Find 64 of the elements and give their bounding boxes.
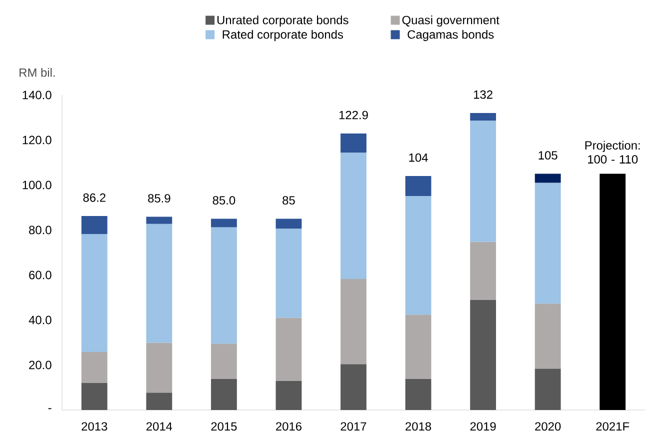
y-axis-title: RM bil. [20, 68, 55, 77]
bar [276, 380, 302, 410]
total-label: 132 [474, 90, 492, 99]
bar [146, 392, 172, 410]
bar [210, 378, 237, 410]
x-tick-label: 2018 [406, 422, 432, 431]
total-label: 85.9 [148, 194, 170, 203]
bar [81, 234, 108, 352]
x-tick-label: 2014 [146, 422, 172, 431]
total-label: 105 [538, 151, 558, 160]
bar [405, 378, 432, 410]
y-tick-label: 60.0 [29, 270, 52, 280]
x-tick-label: 2019 [470, 422, 496, 431]
x-tick-label: 2015 [211, 422, 237, 431]
x-tick-label: 2017 [340, 422, 366, 431]
y-tick-label: 20.0 [29, 360, 52, 370]
bar [534, 368, 561, 410]
bar [470, 113, 496, 121]
y-tick-label: 100.0 [22, 180, 52, 190]
total-label: 85 [282, 196, 295, 205]
total-label: 104 [409, 153, 428, 162]
x-tick-label: 2021F [596, 422, 630, 431]
bar [276, 318, 302, 381]
x-tick-label: 2013 [82, 422, 108, 431]
bar [405, 314, 432, 379]
legend-label: Cagamas bonds [408, 30, 494, 42]
annotation: Projection: 100 - 110 [585, 140, 640, 164]
x-tick-label: 2020 [535, 422, 561, 431]
y-tick-label: 140.0 [22, 90, 52, 100]
bar [340, 152, 366, 280]
bar [210, 218, 237, 228]
bar [470, 300, 496, 410]
total-label: 122.9 [339, 110, 368, 120]
bar [146, 216, 172, 224]
bar [405, 196, 432, 315]
y-tick-label: - [48, 408, 52, 410]
bar [405, 176, 432, 196]
bar [81, 216, 108, 234]
y-tick-label: 120.0 [22, 136, 52, 144]
bar [340, 133, 366, 153]
legend-label: Quasi government [402, 16, 500, 27]
x-tick-label: 2016 [276, 422, 302, 431]
bar [276, 218, 302, 229]
bar [340, 279, 366, 364]
y-tick-label: 80.0 [29, 226, 52, 234]
bar [600, 174, 626, 410]
legend-label: Unrated corporate bonds [217, 16, 348, 27]
bar [210, 227, 237, 344]
y-tick-label: 40.0 [28, 316, 52, 324]
bar [534, 304, 561, 369]
bar [146, 342, 172, 393]
bar [276, 228, 302, 318]
bar [534, 174, 561, 183]
legend-label: Rated corporate bonds [222, 30, 344, 42]
bar [340, 364, 366, 410]
bar [470, 242, 496, 300]
bar [534, 182, 561, 304]
total-label: 85.0 [212, 196, 236, 205]
bar [81, 382, 108, 410]
bar [81, 352, 108, 383]
bar [210, 344, 237, 379]
bar [146, 224, 172, 343]
total-label: 86.2 [83, 193, 106, 202]
bar [470, 120, 496, 242]
